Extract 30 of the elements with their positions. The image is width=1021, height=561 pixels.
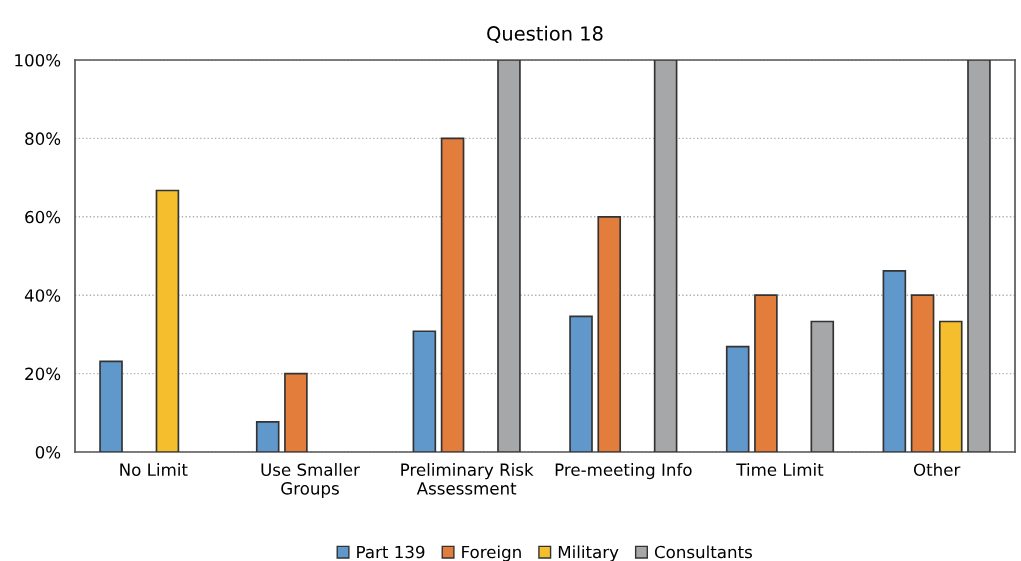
x-tick-label: No Limit <box>120 463 188 477</box>
bar <box>754 294 778 452</box>
bar <box>284 372 308 452</box>
x-tick-label: Pre-meeting Info <box>555 463 692 480</box>
bar <box>440 137 465 452</box>
bar <box>938 320 963 452</box>
legend-label: Foreign <box>462 545 521 561</box>
legend-label: Military <box>558 545 619 561</box>
y-tick-label: 80% <box>25 132 61 145</box>
y-tick-label: 20% <box>25 367 61 381</box>
bar <box>597 215 622 452</box>
bar <box>412 330 437 452</box>
y-tick-label: 60% <box>25 210 61 224</box>
bar <box>569 315 593 452</box>
legend-label: Consultants <box>654 545 752 559</box>
bar <box>155 189 180 452</box>
bar <box>910 294 935 452</box>
bar <box>882 270 907 452</box>
bar <box>99 360 123 452</box>
bar <box>725 345 750 452</box>
y-tick-label: 100% <box>15 53 61 67</box>
x-tick-label: Time Limit <box>736 463 824 477</box>
x-tick-label: Use Smaller Groups <box>261 463 360 498</box>
x-tick-label: Other <box>913 463 961 477</box>
chart-title: Question 18 <box>487 25 603 44</box>
y-tick-label: 0% <box>35 445 61 459</box>
y-tick-label: 40% <box>24 289 61 302</box>
bar <box>255 420 280 452</box>
legend-label: Part 139 <box>357 545 425 559</box>
x-tick-label: Preliminary Risk Assessment <box>401 463 534 495</box>
